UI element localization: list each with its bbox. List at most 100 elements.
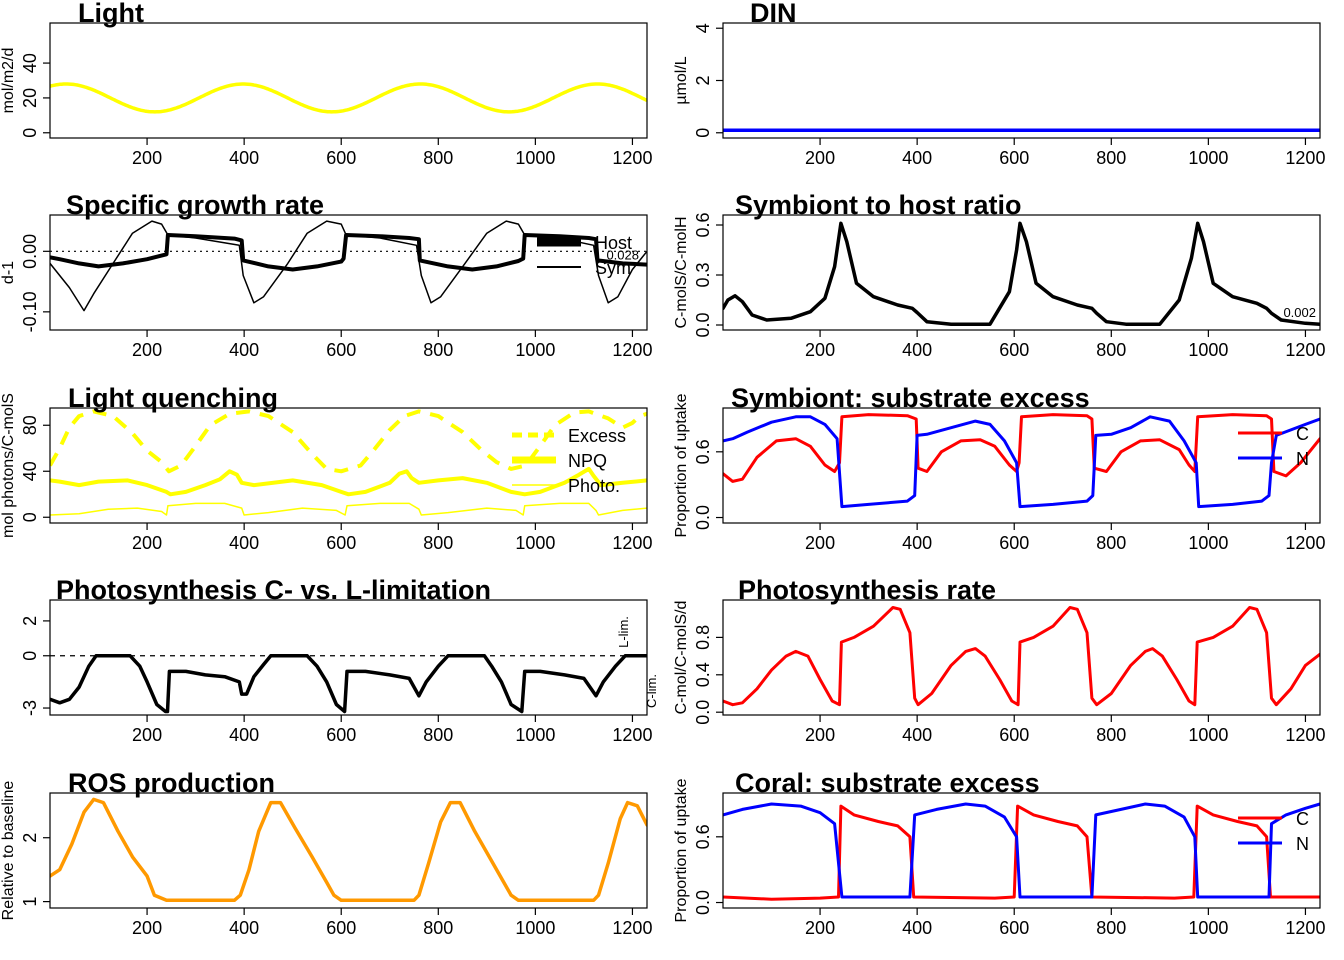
x-tick-label: 600	[326, 918, 356, 938]
x-tick-label: 1000	[515, 533, 555, 553]
panel-title: Symbiont: substrate excess	[731, 383, 1090, 413]
end-value-label: 0.002	[1283, 305, 1316, 320]
series-host	[50, 233, 647, 272]
x-tick-label: 800	[1096, 725, 1126, 745]
x-tick-label: 400	[902, 725, 932, 745]
x-tick-label: 800	[1096, 148, 1126, 168]
panel-title: Coral: substrate excess	[735, 768, 1040, 798]
y-tick-label: 0	[693, 128, 713, 138]
x-tick-label: 200	[805, 148, 835, 168]
legend-label: C	[1296, 809, 1309, 829]
series-ratio	[723, 221, 1320, 326]
series-npq	[50, 466, 647, 497]
panel-title: Specific growth rate	[66, 190, 324, 220]
x-tick-label: 200	[805, 725, 835, 745]
plot-frame	[49, 407, 648, 524]
plot-frame	[49, 214, 648, 331]
x-tick-label: 1000	[515, 725, 555, 745]
x-tick-label: 600	[999, 725, 1029, 745]
plot-frame	[722, 214, 1321, 331]
x-tick-label: 600	[326, 533, 356, 553]
x-tick-label: 400	[902, 533, 932, 553]
x-tick-label: 200	[805, 340, 835, 360]
y-axis-label: d-1	[0, 261, 17, 284]
x-tick-label: 1200	[1285, 533, 1325, 553]
x-tick-label: 1000	[515, 918, 555, 938]
y-tick-label: 0	[20, 128, 40, 138]
y-axis-label: C-mol/C-molS/d	[673, 601, 690, 715]
legend-label: Excess	[568, 426, 626, 446]
series-limitation	[50, 654, 647, 714]
x-tick-label: 600	[326, 340, 356, 360]
y-tick-label: 4	[693, 23, 713, 33]
x-tick-label: 800	[1096, 533, 1126, 553]
plot-frame	[722, 22, 1321, 139]
y-axis-label: Proportion of uptake	[673, 393, 690, 537]
x-tick-label: 600	[999, 340, 1029, 360]
y-axis-label: Proportion of uptake	[673, 778, 690, 922]
plot-frame	[722, 792, 1321, 909]
x-tick-label: 1000	[1188, 533, 1228, 553]
y-tick-label: 80	[20, 415, 40, 435]
x-tick-label: 1200	[1285, 725, 1325, 745]
y-tick-label: 0.3	[693, 262, 713, 287]
y-tick-label: 0.6	[693, 439, 713, 464]
legend-label: Sym	[595, 258, 631, 278]
y-axis-label: µmol/L	[673, 56, 690, 104]
series-photosynthesis	[723, 606, 1320, 707]
legend-label: N	[1296, 449, 1309, 469]
x-tick-label: 400	[229, 533, 259, 553]
series-c	[723, 413, 1320, 483]
x-tick-label: 1200	[1285, 340, 1325, 360]
x-tick-label: 800	[1096, 340, 1126, 360]
x-tick-label: 600	[326, 148, 356, 168]
end-value-label: 0.028	[606, 247, 639, 262]
x-tick-label: 1000	[515, 340, 555, 360]
panel-title: Light quenching	[68, 383, 278, 413]
panel-psrate: 200 400 600 800 1000 1200 0.0 0.4 0.8C-mol/C-mol…	[673, 575, 1325, 745]
x-tick-label: 600	[999, 918, 1029, 938]
panel-title: ROS production	[68, 768, 275, 798]
series-n	[723, 802, 1320, 899]
series-ros	[50, 797, 647, 903]
x-tick-label: 1200	[612, 533, 652, 553]
y-axis-label: C-molS/C-molH	[673, 217, 690, 329]
x-tick-label: 1200	[612, 918, 652, 938]
y-tick-label: 0.0	[693, 890, 713, 915]
series-excess	[50, 409, 647, 474]
x-tick-label: 600	[999, 533, 1029, 553]
x-tick-label: 1200	[612, 340, 652, 360]
x-tick-label: 1000	[1188, 148, 1228, 168]
y-tick-label: 0.0	[693, 700, 713, 725]
x-tick-label: 600	[999, 148, 1029, 168]
side-label-top: L-lim.	[616, 616, 631, 648]
panel-title: DIN	[750, 0, 797, 28]
side-label-bottom: C-lim.	[644, 674, 659, 708]
series-light	[50, 82, 647, 114]
x-tick-label: 200	[132, 918, 162, 938]
y-tick-label: 0.0	[693, 505, 713, 530]
x-tick-label: 600	[326, 725, 356, 745]
x-tick-label: 800	[423, 918, 453, 938]
panel-title: Photosynthesis rate	[738, 575, 996, 605]
plot-frame	[722, 407, 1321, 524]
x-tick-label: 1200	[612, 148, 652, 168]
x-tick-label: 400	[902, 340, 932, 360]
plot-frame	[49, 599, 648, 716]
x-tick-label: 200	[132, 340, 162, 360]
panel-growth: 200 400 600 800 1000 1200 -0.10 0.00d-1 Specific…	[0, 190, 652, 360]
y-tick-label: 0.8	[693, 625, 713, 650]
x-tick-label: 1000	[1188, 918, 1228, 938]
x-tick-label: 400	[229, 725, 259, 745]
x-tick-label: 400	[902, 918, 932, 938]
plot-frame	[49, 792, 648, 909]
x-tick-label: 1000	[515, 148, 555, 168]
y-tick-label: -0.10	[20, 291, 40, 332]
legend-label: Photo.	[568, 476, 620, 496]
x-tick-label: 200	[132, 533, 162, 553]
y-axis-label: mol/m2/d	[0, 48, 17, 114]
